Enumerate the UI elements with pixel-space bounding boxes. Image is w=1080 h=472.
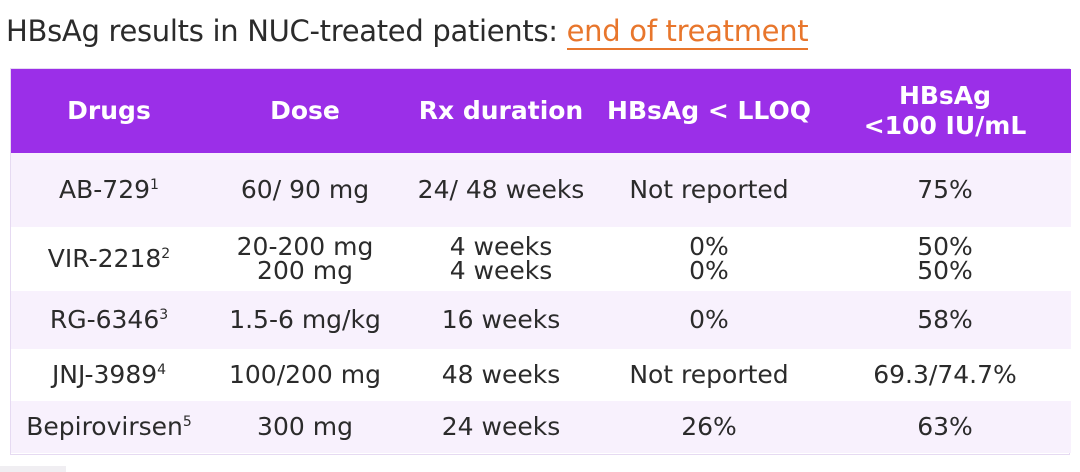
drug-name: VIR-2218 [47, 244, 162, 273]
cell-iu100: 69.3/74.7% [819, 349, 1071, 401]
cell-lloq: 26% [599, 401, 819, 453]
header-row: Drugs Dose Rx duration HBsAg < LLOQ HBsA… [11, 69, 1071, 153]
cell-duration: 4 weeks 4 weeks [403, 227, 599, 291]
dose-value: 300 mg [257, 412, 353, 441]
iu100-value: 50% [917, 232, 973, 261]
lloq-value: Not reported [629, 360, 789, 389]
cell-duration: 24 weeks [403, 401, 599, 453]
drug-name: RG-6346 [49, 305, 160, 334]
duration-value: 4 weeks [449, 256, 553, 285]
cell-dose: 1.5-6 mg/kg [207, 291, 403, 349]
cell-duration: 48 weeks [403, 349, 599, 401]
cell-dose: 300 mg [207, 401, 403, 453]
cell-lloq: 0% 0% [599, 227, 819, 291]
reference-number: 1 [150, 177, 159, 193]
table-row: RG-63463 1.5-6 mg/kg 16 weeks 0% 58% [11, 291, 1071, 349]
title-highlight: end of treatment [566, 14, 809, 50]
header-dose: Dose [270, 96, 340, 125]
header-rx-duration: Rx duration [418, 96, 584, 125]
cell-iu100: 75% [819, 153, 1071, 227]
dose-value: 60/ 90 mg [240, 175, 370, 204]
iu100-value: 75% [917, 175, 973, 204]
table-row: AB-7291 60/ 90 mg 24/ 48 weeks Not repor… [11, 153, 1071, 227]
lloq-value: 0% [689, 256, 729, 285]
drug-name: Bepirovirsen [26, 412, 183, 441]
dose-value: 100/200 mg [228, 360, 382, 389]
cell-dose: 100/200 mg [207, 349, 403, 401]
dose-value: 1.5-6 mg/kg [229, 305, 381, 334]
duration-value: 24/ 48 weeks [417, 175, 585, 204]
title-prefix: HBsAg results in NUC-treated patients: [6, 14, 567, 48]
duration-value: 48 weeks [441, 360, 561, 389]
header-hbsag-lloq: HBsAg < LLOQ [607, 96, 811, 125]
cell-iu100: 63% [819, 401, 1071, 453]
duration-value: 16 weeks [441, 305, 561, 334]
reference-number: 3 [159, 307, 169, 323]
cell-lloq: Not reported [599, 349, 819, 401]
table-row: VIR-22182 20-200 mg 200 mg 4 weeks 4 weeks… [11, 227, 1071, 291]
cell-drug: VIR-22182 [11, 227, 207, 291]
cell-drug: Bepirovirsen5 [11, 401, 207, 453]
dose-value: 200 mg [257, 256, 353, 285]
cell-lloq: 0% [599, 291, 819, 349]
drug-name: JNJ-3989 [51, 360, 158, 389]
duration-value: 4 weeks [449, 232, 553, 261]
results-table: Drugs Dose Rx duration HBsAg < LLOQ HBsA… [11, 69, 1071, 453]
reference-number: 2 [161, 246, 171, 262]
reference-number: 4 [157, 362, 167, 378]
iu100-value: 58% [917, 305, 973, 334]
cell-dose: 20-200 mg 200 mg [207, 227, 403, 291]
cell-duration: 24/ 48 weeks [403, 153, 599, 227]
reference-number: 5 [182, 414, 192, 430]
iu100-value: 69.3/74.7% [873, 360, 1017, 389]
cell-dose: 60/ 90 mg [207, 153, 403, 227]
drug-name: AB-729 [59, 175, 151, 204]
cell-duration: 16 weeks [403, 291, 599, 349]
results-table-container: Drugs Dose Rx duration HBsAg < LLOQ HBsA… [10, 68, 1071, 455]
header-drugs: Drugs [67, 96, 151, 125]
cell-drug: RG-63463 [11, 291, 207, 349]
slide-footer-mark [0, 466, 66, 472]
lloq-value: Not reported [629, 175, 789, 204]
lloq-value: 26% [681, 412, 737, 441]
duration-value: 24 weeks [441, 412, 561, 441]
lloq-value: 0% [689, 305, 729, 334]
cell-iu100: 50% 50% [819, 227, 1071, 291]
page-title: HBsAg results in NUC-treated patients: e… [6, 14, 809, 50]
table-row: JNJ-39894 100/200 mg 48 weeks Not report… [11, 349, 1071, 401]
lloq-value: 0% [689, 232, 729, 261]
cell-iu100: 58% [819, 291, 1071, 349]
header-hbsag-100: HBsAg <100 IU/mL [863, 81, 1027, 140]
table-row: Bepirovirsen5 300 mg 24 weeks 26% 63% [11, 401, 1071, 453]
cell-lloq: Not reported [599, 153, 819, 227]
cell-drug: AB-7291 [11, 153, 207, 227]
cell-drug: JNJ-39894 [11, 349, 207, 401]
iu100-value: 63% [917, 412, 973, 441]
dose-value: 20-200 mg [236, 232, 374, 261]
iu100-value: 50% [917, 256, 973, 285]
